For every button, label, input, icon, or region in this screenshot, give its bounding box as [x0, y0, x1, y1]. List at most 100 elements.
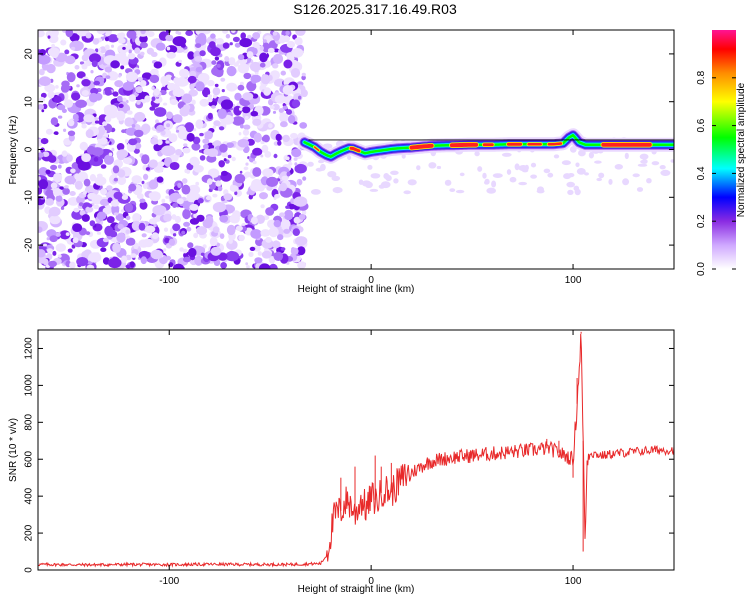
halo-dot: [563, 173, 572, 180]
noise-blob: [138, 239, 149, 248]
halo-dot: [482, 172, 487, 179]
noise-blob: [64, 55, 76, 65]
noise-blob: [206, 148, 219, 158]
signal-ridge: [297, 128, 674, 164]
noise-blob: [188, 89, 198, 97]
noise-blob: [50, 182, 58, 189]
noise-blob: [165, 140, 170, 144]
noise-blob: [283, 209, 294, 221]
noise-blob: [141, 154, 150, 165]
noise-blob: [229, 214, 240, 224]
noise-blob: [124, 117, 134, 127]
noise-blob: [272, 53, 284, 64]
noise-blob: [203, 143, 209, 150]
noise-blob: [129, 261, 135, 268]
noise-blob: [265, 236, 272, 243]
noise-blob: [275, 133, 282, 142]
ridge-hotspot-0: [313, 146, 320, 152]
noise-blob: [181, 178, 188, 184]
spectrogram-x-tick-label: 0: [368, 275, 374, 286]
noise-blob: [240, 32, 246, 40]
halo-dot: [320, 163, 326, 171]
noise-blob: [297, 246, 306, 256]
noise-blob: [195, 66, 203, 73]
noise-blob: [180, 43, 186, 48]
noise-blob: [186, 132, 195, 142]
noise-blob: [273, 78, 286, 87]
noise-blob: [40, 92, 47, 98]
halo-dot: [484, 180, 489, 185]
noise-blob: [161, 198, 166, 203]
noise-blob: [227, 154, 232, 159]
noise-blob: [271, 240, 281, 249]
snr-x-tick-label: -100: [159, 576, 179, 587]
noise-blob: [39, 49, 46, 56]
noise-blob: [52, 250, 57, 256]
halo-dot: [403, 190, 412, 195]
noise-blob: [217, 108, 227, 120]
noise-blob: [268, 263, 278, 269]
noise-blob: [272, 63, 279, 69]
noise-blob: [181, 93, 193, 104]
noise-blob: [262, 39, 267, 44]
noise-blob: [55, 85, 59, 89]
noise-blob: [71, 46, 76, 51]
noise-blob: [138, 250, 151, 260]
noise-blob: [241, 106, 251, 114]
noise-blob: [189, 203, 199, 211]
noise-blob: [153, 61, 163, 69]
noise-blob: [163, 248, 167, 252]
noise-blob: [267, 47, 275, 54]
noise-blob: [68, 85, 71, 89]
noise-blob: [244, 171, 252, 178]
noise-blob: [181, 230, 186, 235]
halo-dot: [501, 152, 512, 157]
noise-blob: [226, 224, 236, 236]
noise-blob: [154, 107, 167, 117]
noise-blob: [104, 44, 110, 50]
snr-y-tick-label: 1000: [24, 374, 35, 397]
noise-blob: [194, 255, 204, 266]
noise-blob: [183, 143, 188, 147]
noise-blob: [259, 62, 266, 68]
noise-blob: [116, 32, 124, 40]
noise-blob: [91, 60, 98, 68]
noise-blob: [265, 207, 275, 216]
noise-blob: [74, 65, 80, 70]
noise-blob: [212, 193, 218, 198]
noise-blob: [211, 105, 216, 109]
noise-blob: [187, 51, 195, 60]
noise-blob: [76, 257, 89, 267]
noise-blob: [118, 103, 124, 108]
noise-blob: [113, 177, 118, 182]
noise-blob: [199, 155, 206, 161]
noise-blob: [96, 30, 106, 35]
halo-dot: [636, 187, 644, 192]
noise-blob: [151, 86, 155, 90]
noise-blob: [57, 164, 62, 169]
noise-blob: [169, 99, 179, 105]
noise-blob: [197, 247, 206, 253]
noise-blob: [221, 89, 225, 93]
noise-blob: [150, 249, 163, 260]
noise-blob: [291, 48, 304, 58]
noise-blob: [301, 72, 306, 77]
noise-blob: [298, 95, 302, 100]
noise-blob: [288, 203, 296, 210]
halo-dot: [637, 163, 648, 167]
noise-blob: [225, 33, 231, 39]
noise-blob: [294, 162, 298, 166]
noise-blob: [133, 129, 144, 138]
noise-blob: [55, 195, 63, 202]
noise-blob: [293, 196, 308, 207]
noise-blob: [266, 176, 279, 187]
noise-blob: [186, 194, 196, 203]
noise-blob: [179, 247, 184, 252]
noise-blob: [252, 118, 262, 126]
noise-blob: [259, 192, 268, 200]
noise-blob: [93, 157, 99, 162]
noise-blob: [172, 233, 177, 237]
noise-blob: [175, 149, 183, 156]
